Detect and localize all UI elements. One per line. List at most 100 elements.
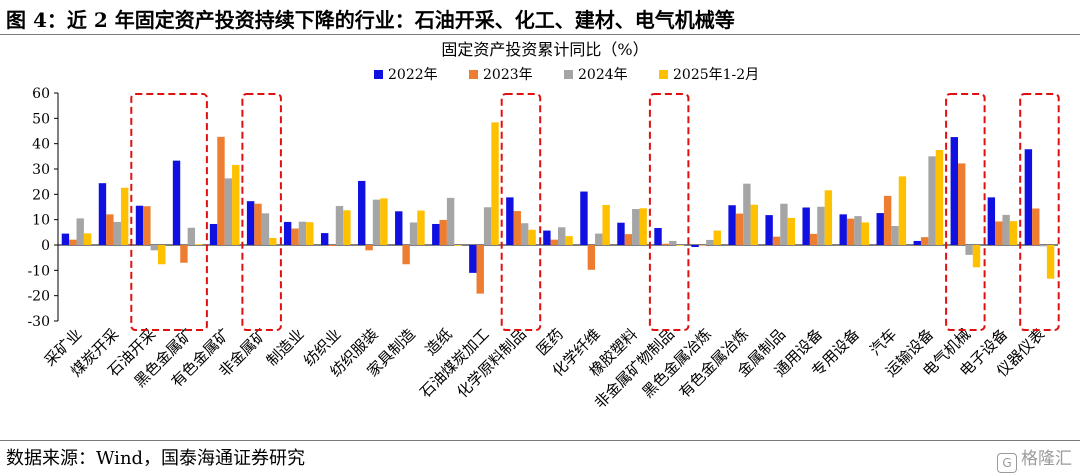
bar bbox=[787, 217, 796, 245]
bar bbox=[483, 207, 492, 245]
bar bbox=[624, 234, 633, 245]
bar bbox=[839, 214, 847, 245]
bar bbox=[854, 216, 862, 245]
bar bbox=[617, 222, 625, 245]
bar bbox=[520, 223, 529, 245]
bar bbox=[358, 180, 366, 245]
bar bbox=[958, 163, 966, 245]
bar bbox=[920, 237, 929, 245]
bar bbox=[209, 223, 218, 245]
bar bbox=[83, 233, 92, 245]
bar bbox=[706, 239, 714, 245]
y-tick-label: 60 bbox=[32, 86, 50, 102]
bar bbox=[639, 208, 647, 245]
highlight-box bbox=[1019, 93, 1060, 331]
bar bbox=[698, 245, 707, 246]
watermark-text: 格隆汇 bbox=[1021, 449, 1072, 469]
bar bbox=[654, 228, 662, 245]
bar bbox=[446, 197, 455, 245]
legend-swatch bbox=[659, 70, 668, 79]
bar bbox=[150, 245, 158, 251]
bar bbox=[469, 245, 477, 273]
y-tick-label: 30 bbox=[32, 162, 50, 178]
bar bbox=[965, 245, 973, 255]
bar bbox=[187, 227, 196, 245]
highlight-box bbox=[130, 93, 208, 331]
legend-label: 2023年 bbox=[483, 67, 533, 83]
bar bbox=[506, 197, 514, 245]
bar bbox=[817, 206, 825, 245]
bar bbox=[417, 210, 425, 245]
bar bbox=[728, 205, 736, 245]
y-tick-label: 0 bbox=[41, 238, 50, 254]
bar bbox=[550, 239, 558, 245]
bar bbox=[1009, 221, 1018, 245]
bar bbox=[491, 122, 499, 245]
bar bbox=[476, 245, 484, 294]
bar bbox=[661, 243, 670, 245]
bar bbox=[898, 176, 907, 245]
bar bbox=[1032, 208, 1040, 245]
bar bbox=[106, 214, 114, 245]
bar bbox=[861, 222, 870, 245]
bar bbox=[891, 226, 899, 245]
highlight-box bbox=[945, 93, 986, 331]
bar bbox=[432, 223, 440, 245]
bar bbox=[528, 229, 536, 245]
bar bbox=[135, 205, 144, 245]
y-tick-label: 40 bbox=[32, 137, 50, 153]
bar bbox=[913, 240, 921, 245]
bar bbox=[1002, 214, 1010, 245]
bar bbox=[372, 199, 381, 245]
bar bbox=[846, 218, 855, 245]
bar bbox=[143, 206, 151, 245]
x-category-label: 制造业 bbox=[263, 325, 308, 370]
bar bbox=[380, 198, 388, 245]
bar bbox=[298, 221, 307, 245]
legend-swatch bbox=[564, 70, 573, 79]
bar bbox=[254, 203, 262, 245]
bar bbox=[995, 221, 1003, 245]
bar bbox=[269, 237, 277, 245]
bar bbox=[602, 204, 610, 245]
bar bbox=[750, 204, 758, 245]
y-tick-label: 50 bbox=[32, 111, 50, 127]
legend-label: 2025年1-2月 bbox=[673, 67, 759, 83]
bar bbox=[743, 183, 751, 245]
bar bbox=[61, 233, 70, 245]
y-tick-label: -30 bbox=[27, 314, 50, 330]
bar bbox=[439, 219, 447, 245]
bar bbox=[157, 245, 166, 265]
bar bbox=[772, 236, 781, 245]
legend-label: 2022年 bbox=[388, 67, 438, 83]
figure-footer: 数据来源：Wind，国泰海通证券研究 G 格隆汇 bbox=[0, 440, 1080, 473]
bar bbox=[824, 190, 833, 245]
bar bbox=[780, 203, 788, 245]
bar bbox=[172, 160, 181, 245]
chart-title: 固定资产投资累计同比（%） bbox=[441, 40, 648, 59]
figure-title: 图 4：近 2 年固定资产投资持续下降的行业：石油开采、化工、建材、电气机械等 bbox=[6, 8, 735, 32]
bar bbox=[513, 211, 521, 245]
bar bbox=[735, 213, 744, 245]
bar-chart: 固定资产投资累计同比（%） 2022年 2023年 2024年 2025年1-2月 -… bbox=[27, 40, 1060, 412]
bar bbox=[120, 187, 129, 245]
bar bbox=[261, 213, 270, 245]
bar bbox=[402, 245, 410, 265]
bar bbox=[232, 164, 240, 245]
bar bbox=[195, 244, 203, 245]
bar bbox=[587, 245, 596, 270]
bar bbox=[558, 227, 566, 245]
data-source-note: 数据来源：Wind，国泰海通证券研究 bbox=[6, 448, 306, 469]
bar bbox=[691, 245, 699, 248]
bar bbox=[595, 233, 603, 245]
chart-legend: 2022年 2023年 2024年 2025年1-2月 bbox=[374, 67, 759, 83]
bar bbox=[409, 222, 418, 245]
bar bbox=[69, 239, 77, 245]
bar bbox=[291, 228, 299, 245]
bar bbox=[306, 222, 314, 245]
y-tick-label: 20 bbox=[32, 187, 50, 203]
bar bbox=[328, 245, 336, 247]
y-tick-label: 10 bbox=[32, 213, 50, 229]
bar bbox=[987, 197, 996, 245]
bar bbox=[632, 209, 640, 245]
